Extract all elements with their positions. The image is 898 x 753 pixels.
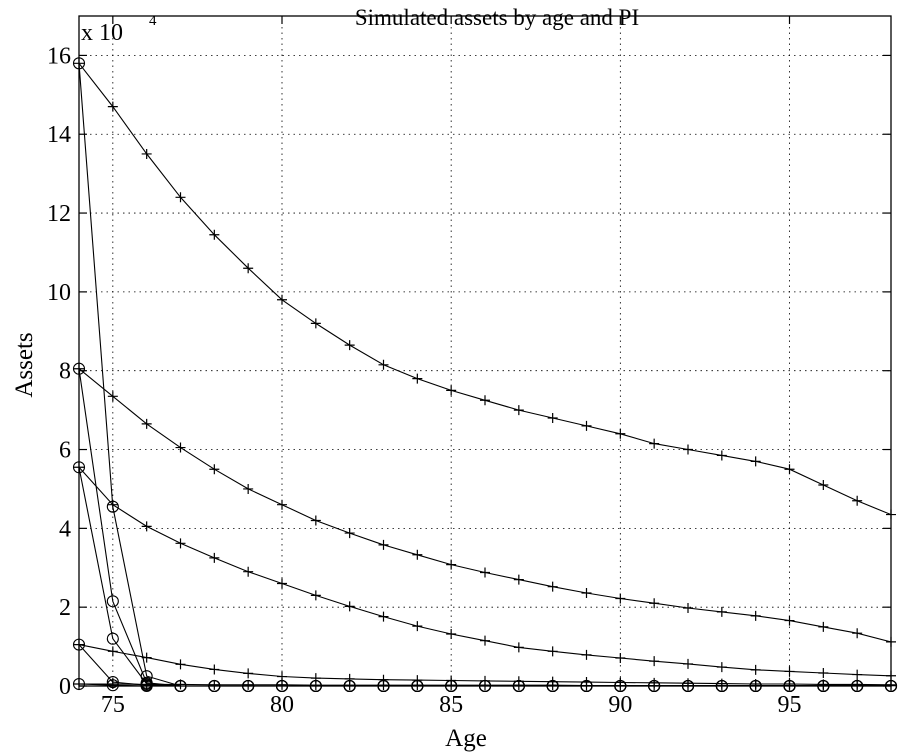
- y-tick-label: 16: [47, 43, 71, 69]
- y-tick-label: 0: [59, 674, 71, 700]
- y-tick-label: 8: [59, 359, 71, 385]
- series-line-plus-1: [78, 62, 892, 516]
- y-tick-label: 2: [59, 595, 71, 621]
- plot-area: [79, 16, 891, 686]
- y-multiplier-label: x 10: [81, 20, 123, 46]
- grid: [79, 16, 891, 686]
- data-point-circle: [106, 595, 119, 608]
- y-tick-label: 6: [59, 438, 71, 464]
- ticks: [79, 16, 891, 687]
- y-tick-label: 14: [47, 122, 71, 148]
- x-tick-label: 85: [439, 692, 463, 718]
- y-tick-label: 4: [59, 516, 71, 542]
- x-axis-label: Age: [445, 725, 487, 752]
- y-axis-label: Assets: [11, 332, 38, 397]
- chart-title: Simulated assets by age and PI: [355, 5, 639, 30]
- tick-labels: 75 80 85 90 95 0 2 4 6 8 10 12 14 16: [47, 43, 802, 718]
- data-point-circle: [106, 632, 119, 645]
- series-line-plus-2: [78, 368, 892, 643]
- series-line-plus-3: [78, 466, 892, 677]
- x-tick-label: 80: [270, 692, 294, 718]
- x-tick-label: 90: [608, 692, 632, 718]
- x-tick-label: 95: [778, 692, 802, 718]
- plot-frame: [78, 15, 892, 687]
- x-tick-label: 75: [101, 692, 125, 718]
- y-exponent-label: 4: [149, 13, 157, 29]
- y-tick-label: 12: [47, 201, 71, 227]
- y-tick-label: 10: [47, 280, 71, 306]
